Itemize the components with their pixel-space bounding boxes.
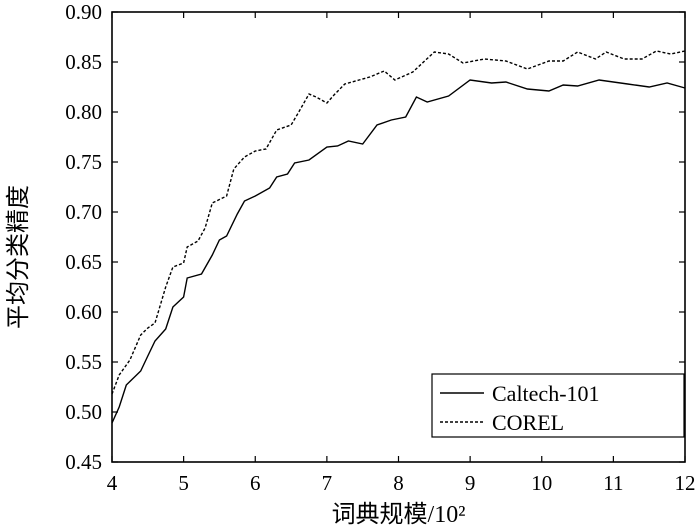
y-tick-label: 0.65 <box>65 250 102 274</box>
x-tick-label: 4 <box>107 471 118 495</box>
y-axis-label: 平均分类精度 <box>4 185 32 329</box>
x-tick-label: 11 <box>603 471 623 495</box>
y-tick-label: 0.55 <box>65 350 102 374</box>
x-tick-label: 12 <box>675 471 696 495</box>
x-tick-label: 9 <box>465 471 476 495</box>
y-tick-label: 0.75 <box>65 150 102 174</box>
x-tick-label: 10 <box>531 471 552 495</box>
series-line-corel <box>111 50 686 395</box>
plot-area: 4 5 6 7 8 9 10 11 12 0.45 0.50 0.55 0.60 0.65 0.70 0.75… <box>65 0 695 495</box>
y-tick-label: 0.60 <box>65 300 102 324</box>
y-axis-label-group: 平均分类精度 <box>4 185 32 329</box>
y-tick-label: 0.90 <box>65 0 102 24</box>
y-tick-label: 0.85 <box>65 50 102 74</box>
x-tick-label: 8 <box>393 471 404 495</box>
x-tick-label: 5 <box>178 471 189 495</box>
x-tick-label: 6 <box>250 471 261 495</box>
legend-label: COREL <box>492 410 564 435</box>
legend: Caltech-101 COREL <box>431 373 685 438</box>
legend-label: Caltech-101 <box>492 381 600 406</box>
y-tick-label: 0.45 <box>65 450 102 474</box>
y-tick-label: 0.80 <box>65 100 102 124</box>
y-tick-label: 0.70 <box>65 200 102 224</box>
series-line-caltech-101 <box>111 79 686 424</box>
legend-items: Caltech-101 COREL <box>440 381 600 435</box>
series-group <box>111 50 686 424</box>
x-tick-label: 7 <box>322 471 333 495</box>
y-tick-label: 0.50 <box>65 400 102 424</box>
legend-box <box>431 373 685 438</box>
x-axis-label: 词典规模/10² <box>332 501 466 528</box>
tick-labels: 4 5 6 7 8 9 10 11 12 0.45 0.50 0.55 0.60 0.65 0.70 0.75… <box>65 0 695 495</box>
